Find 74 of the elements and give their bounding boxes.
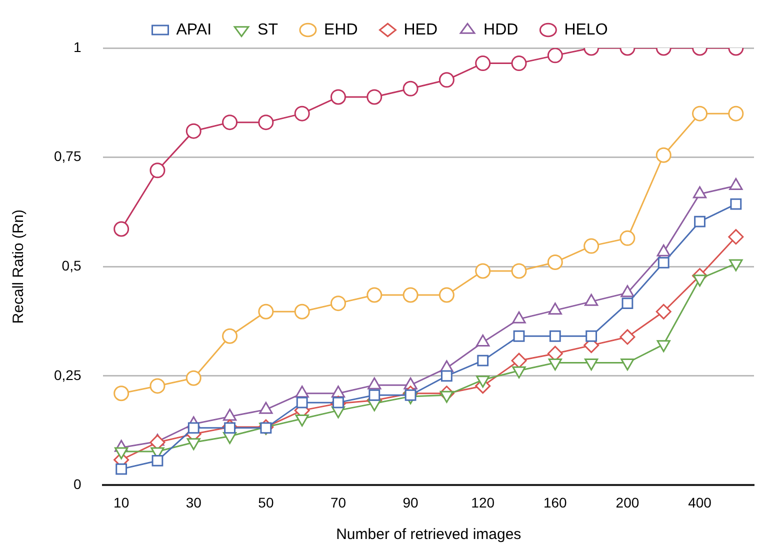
point	[477, 354, 489, 366]
x-tick-label: 200	[616, 494, 640, 510]
point	[366, 89, 382, 105]
point	[692, 106, 708, 122]
point	[547, 48, 563, 64]
point	[150, 162, 166, 178]
point	[222, 328, 238, 344]
point	[330, 89, 346, 105]
y-tick-label: 1	[73, 38, 82, 55]
x-tick-label: 160	[543, 494, 568, 510]
point	[404, 389, 416, 401]
point	[586, 330, 598, 342]
point	[116, 463, 128, 475]
point	[511, 352, 527, 368]
point	[513, 330, 525, 342]
y-tick-label: 0,75	[54, 148, 82, 164]
y-tick-label: 0	[73, 476, 82, 492]
legend-label: HED	[404, 21, 438, 38]
point	[224, 422, 236, 434]
point	[728, 229, 744, 245]
x-tick-label: 50	[258, 494, 274, 510]
point	[728, 106, 744, 122]
point	[186, 123, 202, 139]
legend-label: HELO	[564, 21, 608, 38]
point	[366, 287, 382, 303]
legend-label: HDD	[484, 21, 518, 38]
point	[114, 386, 130, 402]
point	[438, 72, 454, 88]
point	[730, 198, 742, 210]
point	[258, 114, 274, 130]
point	[294, 304, 310, 320]
point	[547, 254, 563, 270]
point	[438, 287, 454, 303]
point	[258, 304, 274, 320]
y-axis-title: Recall Ratio (Rn)	[10, 209, 28, 324]
point	[656, 147, 672, 163]
x-tick-label: 30	[186, 494, 202, 510]
point	[584, 238, 600, 254]
point	[294, 106, 310, 122]
point	[441, 370, 452, 382]
point	[511, 56, 527, 72]
point	[549, 330, 561, 342]
point	[152, 455, 164, 466]
legend-label: APAI	[176, 21, 212, 38]
point	[402, 80, 418, 96]
point	[114, 221, 130, 237]
point	[330, 296, 346, 312]
point	[188, 422, 200, 434]
point	[622, 298, 634, 310]
point	[511, 263, 527, 279]
point	[658, 256, 670, 268]
point	[368, 389, 380, 401]
point	[620, 230, 636, 246]
point	[150, 378, 166, 394]
point	[296, 396, 308, 408]
legend-label: EHD	[324, 21, 358, 38]
y-tick-label: 0,25	[54, 366, 82, 383]
point	[656, 304, 672, 320]
point	[694, 216, 706, 228]
point	[620, 329, 636, 345]
point	[332, 396, 344, 408]
point	[475, 56, 491, 72]
point	[186, 370, 202, 386]
point	[402, 287, 418, 303]
x-tick-label: 120	[471, 494, 495, 510]
x-axis-title: Number of retrieved images	[336, 526, 522, 544]
x-tick-label: 70	[330, 494, 346, 510]
x-tick-label: 10	[114, 494, 130, 510]
x-tick-label: 90	[402, 494, 419, 510]
point	[222, 114, 238, 130]
point	[475, 263, 491, 279]
y-tick-label: 0,5	[62, 257, 82, 274]
legend-label: ST	[258, 21, 278, 38]
x-tick-label: 400	[688, 494, 712, 510]
